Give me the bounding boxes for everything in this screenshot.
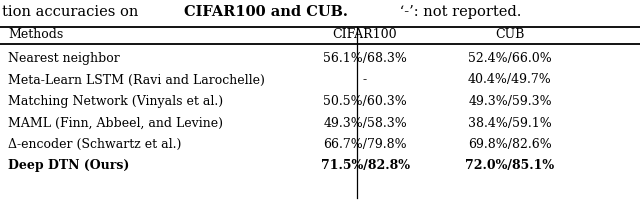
Text: 52.4%/66.0%: 52.4%/66.0% — [468, 52, 552, 65]
Text: Deep DTN (Ours): Deep DTN (Ours) — [8, 160, 129, 172]
Text: Methods: Methods — [8, 28, 63, 41]
Text: 71.5%/82.8%: 71.5%/82.8% — [321, 160, 410, 172]
Text: 40.4%/49.7%: 40.4%/49.7% — [468, 73, 552, 86]
Text: 38.4%/59.1%: 38.4%/59.1% — [468, 116, 552, 130]
Text: 72.0%/85.1%: 72.0%/85.1% — [465, 160, 555, 172]
Text: 50.5%/60.3%: 50.5%/60.3% — [323, 95, 407, 108]
Text: 66.7%/79.8%: 66.7%/79.8% — [323, 138, 407, 151]
Text: -: - — [363, 73, 367, 86]
Text: MAML (Finn, Abbeel, and Levine): MAML (Finn, Abbeel, and Levine) — [8, 116, 223, 130]
Text: Nearest neighbor: Nearest neighbor — [8, 52, 120, 65]
Text: 69.8%/82.6%: 69.8%/82.6% — [468, 138, 552, 151]
Text: CIFAR100 and CUB.: CIFAR100 and CUB. — [184, 5, 348, 19]
Text: Δ-encoder (Schwartz et al.): Δ-encoder (Schwartz et al.) — [8, 138, 181, 151]
Text: ‘-’: not reported.: ‘-’: not reported. — [396, 5, 522, 19]
Text: 49.3%/58.3%: 49.3%/58.3% — [323, 116, 407, 130]
Text: 49.3%/59.3%: 49.3%/59.3% — [468, 95, 552, 108]
Text: Meta-Learn LSTM (Ravi and Larochelle): Meta-Learn LSTM (Ravi and Larochelle) — [8, 73, 265, 86]
Text: CIFAR100: CIFAR100 — [333, 28, 397, 41]
Text: Matching Network (Vinyals et al.): Matching Network (Vinyals et al.) — [8, 95, 223, 108]
Text: 56.1%/68.3%: 56.1%/68.3% — [323, 52, 407, 65]
Text: tion accuracies on: tion accuracies on — [2, 5, 143, 19]
Text: CUB: CUB — [495, 28, 525, 41]
